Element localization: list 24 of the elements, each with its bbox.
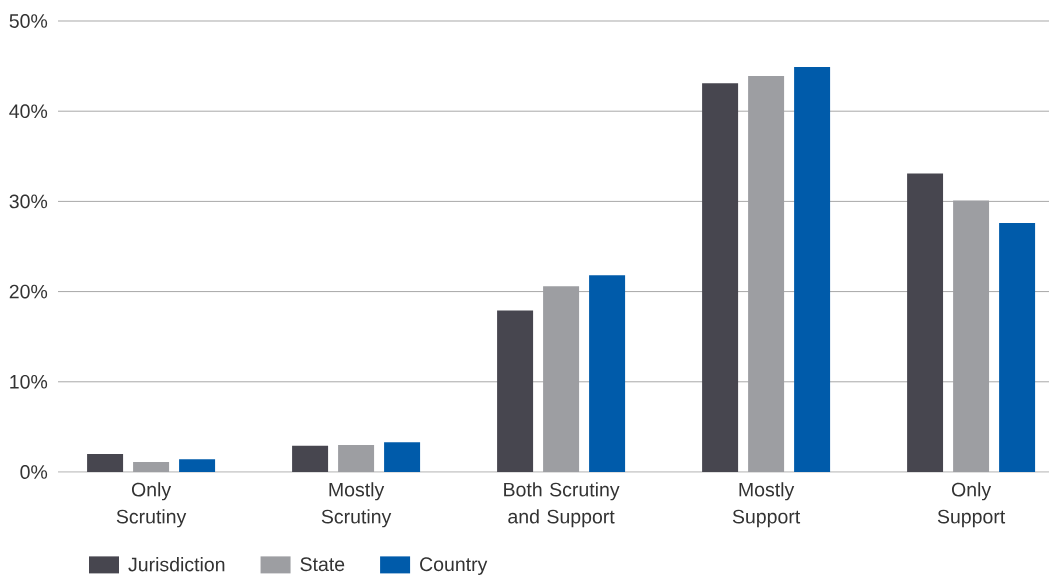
bar [794,67,831,472]
bar [384,442,421,472]
y-tick-label: 0% [20,465,48,479]
bar [179,459,216,472]
bar [292,445,329,472]
y-tick-label: 50% [9,14,48,28]
bar [589,275,626,472]
x-tick-label: Only Scrutiny [116,482,187,528]
x-tick-label: Mostly Support [732,482,801,528]
bar [702,83,739,472]
bar [907,173,944,472]
x-tick-label: Both Scrutiny and Support [504,482,620,528]
legend-label: Jurisdiction [128,557,225,572]
legend-label: State [300,557,345,572]
x-tick-label: Mostly Scrutiny [321,482,392,528]
x-tick-label: Only Support [937,482,1006,528]
bar [87,453,124,472]
y-tick-label: 10% [10,374,48,389]
legend-label: Country [420,557,488,575]
bar [497,310,534,472]
bar [999,223,1036,472]
y-tick-label: 20% [9,284,48,299]
y-tick-label: 40% [9,104,48,119]
y-tick-label: 30% [9,194,48,209]
